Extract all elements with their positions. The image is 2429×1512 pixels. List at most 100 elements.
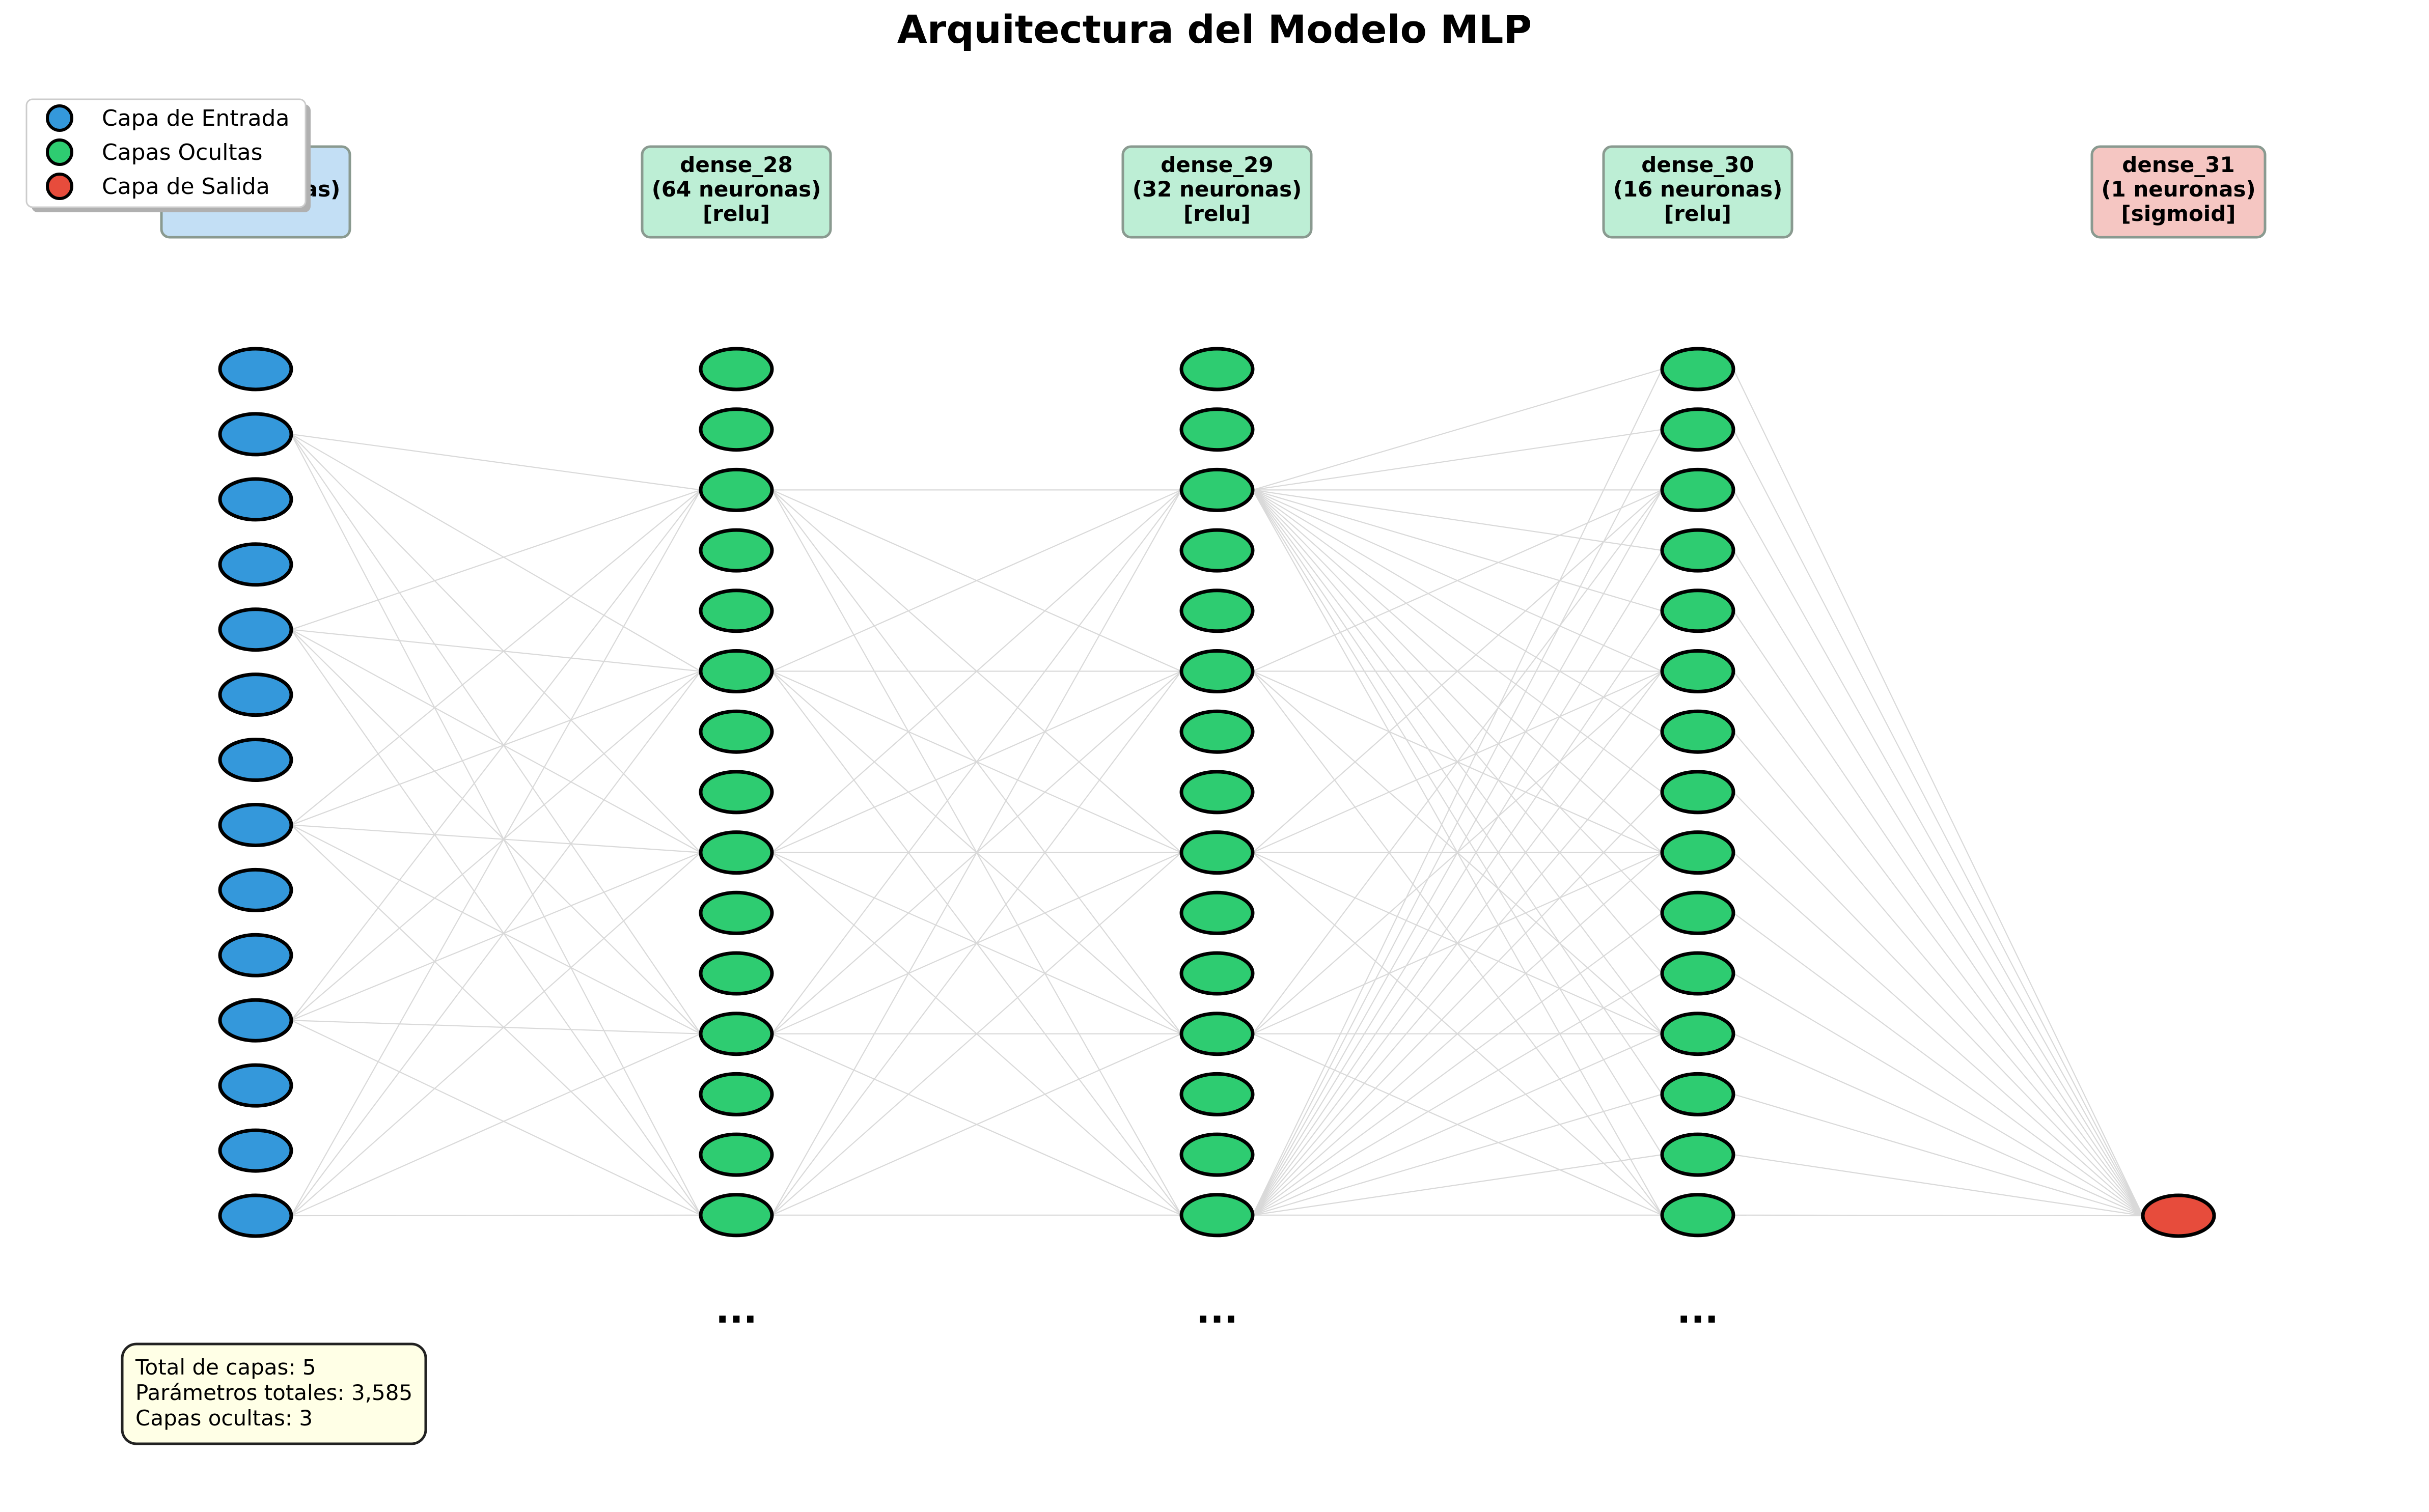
connection-line [291, 852, 701, 1216]
connection-line [1252, 792, 1663, 1216]
hidden-neuron [1660, 1193, 1735, 1238]
connection-line [1733, 610, 2143, 1216]
hidden-neuron [699, 528, 774, 573]
layer-label-box [1602, 145, 1793, 239]
legend-label: Capas Ocultas [102, 139, 263, 165]
hidden-neuron [1179, 467, 1255, 512]
connection-line [1733, 1154, 2143, 1217]
connection-line [291, 824, 701, 1034]
connection-line [1252, 368, 1663, 491]
connection-line [1252, 489, 1663, 672]
connection-line [291, 852, 701, 1021]
connection-line [291, 1214, 701, 1217]
connection-line [1733, 731, 2143, 1216]
hidden-neuron [1660, 528, 1735, 573]
hidden-neuron [699, 709, 774, 754]
connection-line [1252, 429, 1663, 491]
info-line: Parámetros totales: 3,585 [135, 1380, 412, 1405]
connection-line [1252, 489, 1663, 1216]
hidden-neuron [1179, 589, 1255, 633]
connection-line [1733, 429, 2143, 1216]
truncation-ellipsis: ... [1677, 1289, 1719, 1331]
connection-line [1252, 429, 1663, 1216]
layer-label-line: [relu] [703, 201, 770, 226]
layer-labels: (14 neuronas)dense_28(64 neuronas)[relu]… [160, 145, 2267, 239]
connection-line [1733, 1094, 2143, 1217]
connections [291, 368, 2143, 1217]
connection-line [291, 489, 701, 1021]
hidden-neuron [699, 1012, 774, 1056]
connection-line [771, 489, 1182, 1034]
connection-line [1252, 973, 1663, 1216]
hidden-neuron [1179, 1072, 1255, 1116]
connection-line [1252, 489, 1663, 853]
info-line: Capas ocultas: 3 [135, 1406, 313, 1431]
hidden-neuron [699, 467, 774, 512]
connection-line [771, 489, 1182, 672]
connection-line [771, 852, 1182, 1216]
hidden-neuron [1179, 830, 1255, 875]
connection-line [291, 434, 701, 1216]
connection-line [291, 1020, 701, 1216]
connection-line [291, 1033, 701, 1217]
hidden-neuron [699, 649, 774, 693]
connection-line [1252, 489, 1663, 733]
hidden-neuron [1660, 890, 1735, 935]
layer-label-line: (32 neuronas) [1133, 177, 1302, 202]
connection-line [291, 824, 701, 853]
connection-line [1733, 550, 2143, 1216]
layer-label-line: (1 neuronas) [2101, 177, 2255, 202]
connection-line [291, 629, 701, 853]
neuron-nodes [218, 347, 2216, 1238]
connection-line [1733, 792, 2143, 1216]
connection-line [291, 489, 701, 630]
input-neuron [218, 867, 293, 912]
connection-line [1252, 489, 1663, 793]
connection-line [1252, 1094, 1663, 1216]
hidden-neuron [1660, 1072, 1735, 1116]
hidden-neuron [1179, 951, 1255, 996]
connection-line [771, 1033, 1182, 1216]
connection-line [291, 629, 701, 1034]
connection-line [291, 824, 701, 1216]
hidden-neuron [1660, 347, 1735, 391]
connection-line [291, 670, 701, 1216]
layer-label-line: [relu] [1183, 201, 1251, 226]
connection-line [291, 629, 701, 672]
hidden-neuron [699, 1193, 774, 1238]
input-neuron [218, 802, 293, 847]
legend-label: Capa de Salida [102, 174, 270, 200]
hidden-neuron [699, 407, 774, 452]
input-neuron [218, 998, 293, 1043]
input-neuron [218, 412, 293, 457]
hidden-neuron [1660, 649, 1735, 693]
hidden-neuron [1179, 890, 1255, 935]
input-neuron [218, 347, 293, 391]
layer-label-box [2090, 145, 2267, 239]
output-neuron [2141, 1193, 2216, 1238]
input-neuron [218, 542, 293, 587]
hidden-neuron [699, 890, 774, 935]
legend-label: Capa de Entrada [102, 105, 289, 131]
connection-line [1252, 489, 1663, 611]
connection-line [1252, 489, 1663, 1034]
connection-line [291, 670, 701, 1021]
hidden-neuron [1179, 1012, 1255, 1056]
hidden-neuron [699, 1072, 774, 1116]
connection-line [1252, 489, 1663, 914]
legend: Capa de Entrada Capas Ocultas Capa de Sali… [25, 98, 311, 212]
layer-label-line: (16 neuronas) [1613, 177, 1783, 202]
connection-line [1733, 912, 2143, 1216]
connection-line [291, 433, 701, 491]
layer-label-line: dense_31 [2122, 152, 2234, 177]
hidden-neuron [699, 347, 774, 391]
output-legend-marker [46, 173, 73, 200]
hidden-neuron [1179, 528, 1255, 573]
hidden-neuron [1660, 951, 1735, 996]
input-neuron [218, 673, 293, 717]
connection-line [771, 670, 1182, 1216]
connection-line [1252, 1033, 1663, 1216]
input-neuron [218, 933, 293, 977]
connection-line [1733, 489, 2143, 1216]
